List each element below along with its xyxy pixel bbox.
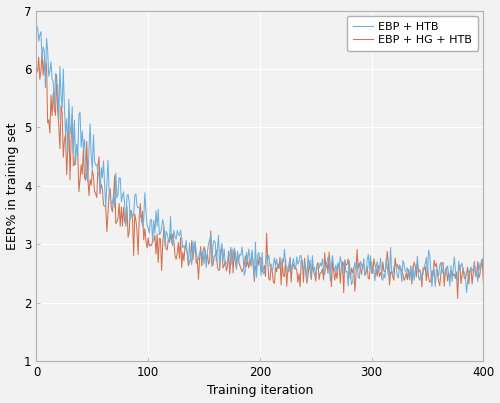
- EBP + HG + HTB: [90, 168, 96, 172]
- Line: EBP + HTB: EBP + HTB: [38, 27, 484, 293]
- EBP + HTB: [315, 266, 321, 271]
- EBP + HG + HTB: [454, 296, 460, 301]
- EBP + HG + HTB: [360, 262, 366, 267]
- Legend: EBP + HTB, EBP + HG + HTB: EBP + HTB, EBP + HG + HTB: [347, 16, 478, 51]
- EBP + HTB: [211, 238, 217, 243]
- EBP + HTB: [464, 290, 469, 295]
- EBP + HTB: [34, 25, 40, 29]
- Y-axis label: EER% in training set: EER% in training set: [6, 122, 18, 249]
- EBP + HG + HTB: [480, 279, 486, 284]
- EBP + HTB: [480, 260, 486, 265]
- EBP + HTB: [356, 276, 362, 281]
- EBP + HG + HTB: [316, 277, 322, 282]
- EBP + HTB: [358, 262, 364, 267]
- EBP + HG + HTB: [39, 51, 45, 56]
- X-axis label: Training iteration: Training iteration: [206, 384, 313, 397]
- Line: EBP + HG + HTB: EBP + HG + HTB: [38, 53, 484, 299]
- EBP + HG + HTB: [181, 258, 187, 263]
- EBP + HG + HTB: [212, 253, 218, 258]
- EBP + HG + HTB: [34, 69, 40, 74]
- EBP + HG + HTB: [358, 266, 364, 271]
- EBP + HTB: [180, 245, 186, 250]
- EBP + HTB: [88, 153, 94, 158]
